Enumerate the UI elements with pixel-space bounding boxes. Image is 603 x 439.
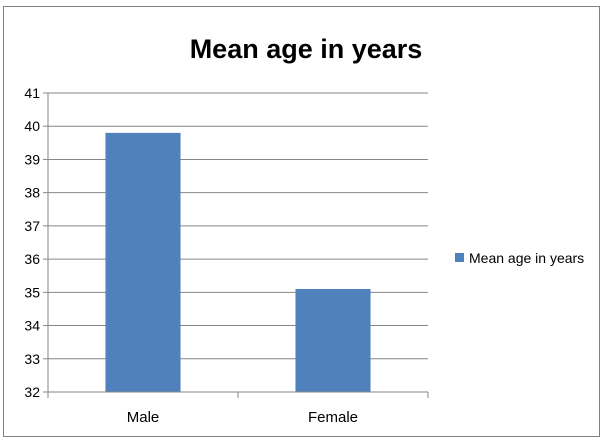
bars: [105, 132, 371, 392]
y-tick-label: 32: [24, 384, 40, 400]
y-axis-ticks: 32 33 34 35 36 37 38 39 40 41: [24, 85, 48, 400]
bar-female: [295, 289, 371, 392]
y-tick-label: 39: [24, 151, 40, 167]
legend-label: Mean age in years: [469, 250, 584, 266]
legend-swatch: [455, 253, 464, 262]
y-tick-label: 33: [24, 351, 40, 367]
axes: [47, 93, 429, 398]
x-category-label: Male: [127, 409, 160, 426]
y-tick-label: 37: [24, 218, 40, 234]
y-tick-label: 38: [24, 185, 40, 201]
bar-male: [105, 132, 181, 392]
chart-title: Mean age in years: [190, 34, 423, 64]
legend: Mean age in years: [455, 250, 584, 266]
y-tick-label: 35: [24, 284, 40, 300]
x-category-label: Female: [308, 409, 358, 426]
y-tick-label: 36: [24, 251, 40, 267]
y-tick-label: 34: [24, 318, 40, 334]
y-tick-label: 40: [24, 118, 40, 134]
x-axis-categories: Male Female: [127, 409, 358, 426]
gridlines: [48, 92, 428, 360]
y-tick-label: 41: [24, 85, 40, 101]
